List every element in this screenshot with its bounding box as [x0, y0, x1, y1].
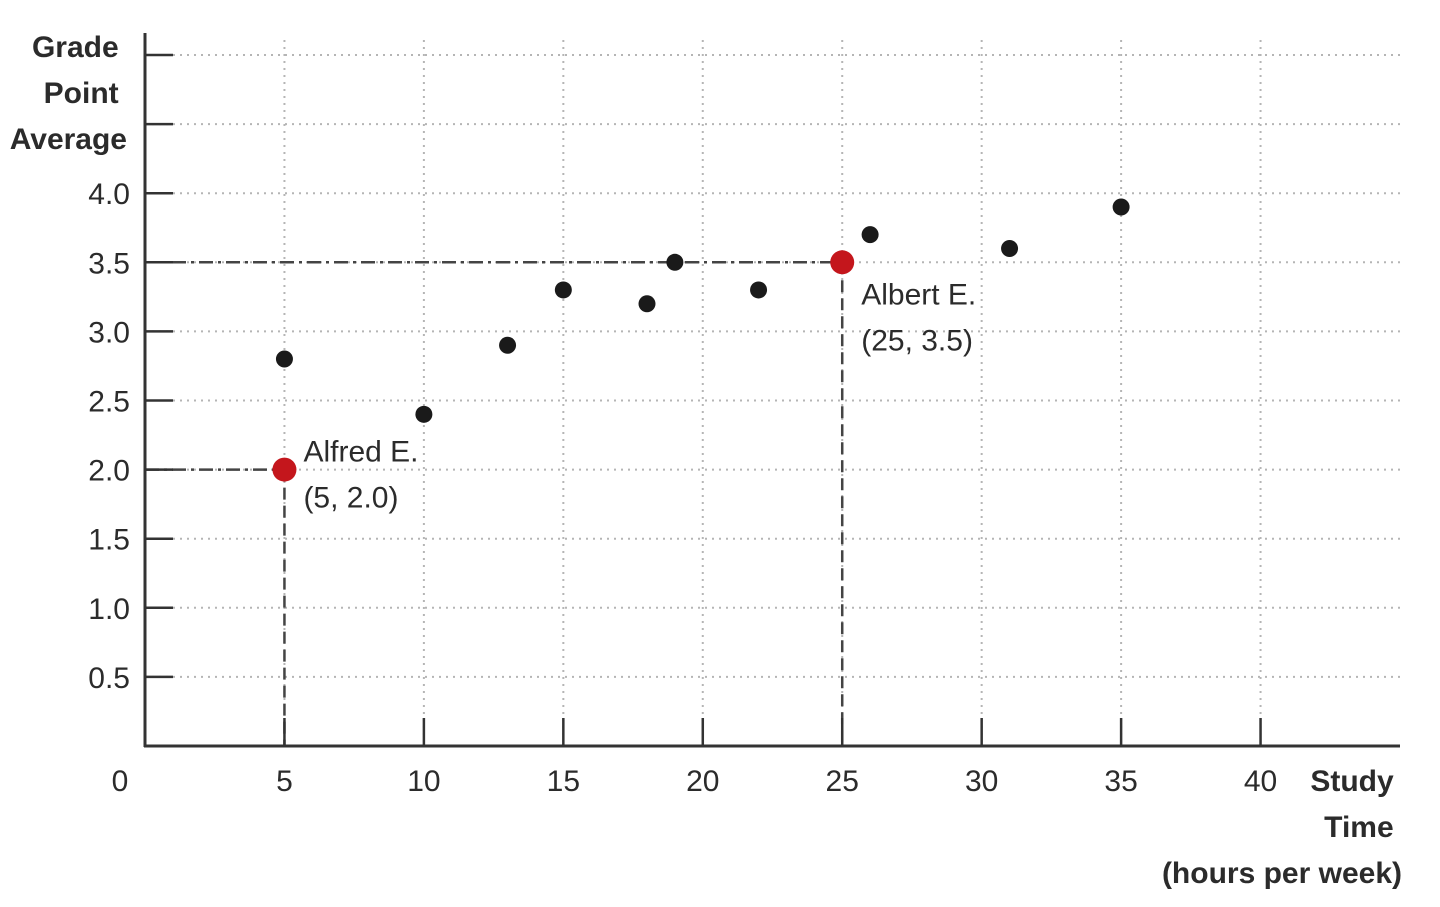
data-point	[1112, 198, 1130, 216]
data-point	[499, 336, 517, 354]
y-axis-title: Grade Point Average	[10, 31, 127, 156]
data-point	[415, 405, 433, 423]
axes	[143, 33, 1400, 748]
x-axis-title-line: Time	[1324, 811, 1393, 844]
y-tick-label: 3.0	[88, 316, 130, 349]
y-tick-label: 1.0	[88, 593, 130, 626]
highlight-coords-label: (25, 3.5)	[861, 324, 973, 357]
origin-label: 0	[112, 765, 129, 798]
highlight-name-label: Alfred E.	[303, 436, 418, 469]
x-tick-label: 20	[686, 765, 719, 798]
x-tick-label: 35	[1104, 765, 1137, 798]
data-point	[554, 281, 572, 299]
y-tick-label: 4.0	[88, 178, 130, 211]
x-axis-title-line: (hours per week)	[1162, 857, 1402, 890]
ticks	[145, 53, 1262, 746]
data-point	[275, 350, 293, 368]
x-tick-label: 25	[826, 765, 859, 798]
y-axis-title-line: Average	[10, 123, 127, 156]
x-axis-title-line: Study	[1310, 765, 1394, 798]
data-point	[638, 295, 656, 313]
guide-lines	[145, 261, 844, 746]
y-tick-label: 1.5	[88, 524, 130, 557]
data-point	[750, 281, 768, 299]
x-tick-label: 30	[965, 765, 998, 798]
highlight-name-label: Albert E.	[861, 278, 976, 311]
highlight-point	[272, 457, 297, 482]
y-tick-label: 3.5	[88, 247, 130, 280]
x-axis-title: Study Time (hours per week)	[1162, 765, 1402, 890]
x-tick-label: 10	[407, 765, 440, 798]
data-point	[861, 226, 879, 244]
highlight-point	[830, 250, 855, 275]
data-point	[666, 253, 684, 271]
data-points	[272, 198, 1130, 482]
y-tick-label: 2.0	[88, 455, 130, 488]
grid	[145, 40, 1400, 746]
highlight-coords-label: (5, 2.0)	[303, 482, 398, 515]
x-tick-label: 5	[276, 765, 293, 798]
x-tick-label: 15	[547, 765, 580, 798]
x-tick-label: 40	[1244, 765, 1277, 798]
y-axis-title-line: Point	[44, 77, 119, 110]
y-tick-label: 2.5	[88, 386, 130, 419]
y-tick-label: 0.5	[88, 662, 130, 695]
labels: Grade Point Average Study Time (hours pe…	[10, 31, 1402, 890]
y-axis-title-line: Grade	[32, 31, 119, 64]
data-point	[1001, 239, 1019, 257]
